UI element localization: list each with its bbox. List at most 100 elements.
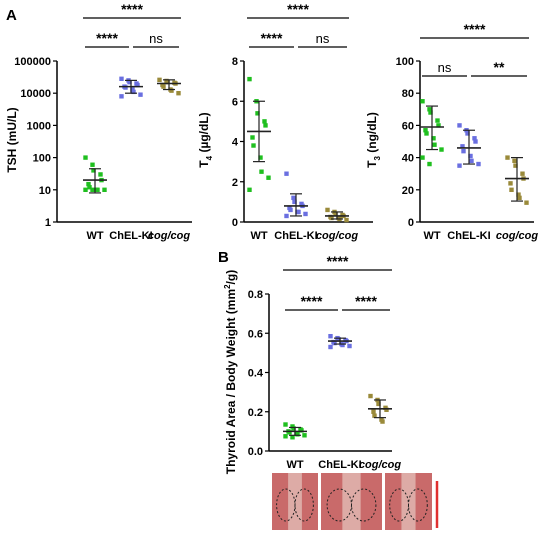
data-point — [303, 211, 308, 217]
data-point — [461, 148, 466, 154]
data-point — [332, 340, 337, 346]
y-tick-label: 40 — [402, 153, 414, 165]
data-point — [288, 207, 293, 213]
data-point — [302, 433, 307, 438]
data-point — [262, 119, 267, 124]
data-point — [476, 161, 481, 167]
data-point — [513, 163, 518, 168]
data-point — [472, 136, 477, 141]
data-point — [505, 155, 510, 160]
significance-label: **** — [355, 293, 377, 309]
data-point — [247, 76, 252, 82]
data-point — [176, 91, 181, 96]
data-point — [131, 89, 136, 95]
data-point — [90, 162, 95, 167]
data-point — [423, 128, 428, 133]
x-tick-label: WT — [423, 230, 440, 242]
data-point — [465, 131, 470, 136]
y-tick-label: 100 — [33, 153, 51, 165]
significance-label: ns — [149, 31, 163, 46]
y-tick-label: 1000 — [27, 120, 51, 132]
data-point — [325, 207, 330, 213]
thyroid-outline-right — [351, 488, 377, 522]
data-point — [157, 77, 162, 83]
data-point — [83, 155, 88, 160]
x-tick-label: WT — [250, 230, 267, 242]
x-tick-label: ChEL-KI — [109, 230, 152, 242]
data-point — [380, 419, 385, 424]
data-point — [91, 168, 96, 173]
y-tick-label: 10 — [39, 185, 51, 197]
data-point — [251, 143, 256, 148]
data-point — [263, 123, 268, 128]
data-point — [347, 343, 352, 349]
data-point — [247, 187, 252, 192]
y-axis-label: Thyroid Area / Body Weight (mm2/g) — [223, 270, 238, 474]
chart-t3: 0 20 40 60 80 100 WT ChEL-KI cog/cog T3 (ng/dL) **… — [365, 21, 538, 242]
significance-label: ns — [316, 31, 330, 46]
y-tick-label: 100 — [396, 56, 414, 68]
data-point — [340, 342, 345, 348]
data-point — [420, 99, 425, 104]
y-axis-label: T3 (ng/dL) — [365, 112, 382, 168]
x-tick-label: cog/cog — [148, 230, 190, 242]
data-point — [299, 428, 304, 433]
data-point — [468, 153, 473, 159]
significance-label: **** — [96, 30, 118, 46]
data-point — [284, 213, 289, 219]
y-tick-label: 0.6 — [248, 328, 263, 340]
data-point — [250, 135, 255, 140]
data-point — [439, 147, 444, 152]
data-point — [90, 187, 95, 192]
data-point — [135, 82, 140, 88]
x-tick-label: WT — [286, 459, 303, 471]
panel-b-label: B — [218, 249, 229, 266]
significance-label: ** — [494, 59, 505, 75]
data-point — [255, 111, 260, 116]
x-tick-label: cog/cog — [496, 230, 538, 242]
data-point — [384, 407, 389, 412]
thyroid-outline-right — [408, 488, 428, 522]
data-point — [473, 139, 478, 144]
data-point — [87, 185, 92, 190]
data-point — [292, 199, 297, 205]
data-point — [371, 409, 376, 414]
data-point — [83, 187, 88, 192]
x-tick-label: ChEL-KI — [318, 459, 361, 471]
y-axis-label: TSH (mU/L) — [5, 107, 19, 172]
data-point — [259, 169, 264, 174]
data-point — [469, 158, 474, 164]
y-tick-label: 0 — [408, 217, 414, 229]
data-point — [98, 172, 103, 177]
thyroid-outline-right — [294, 488, 314, 522]
data-point — [436, 123, 441, 128]
significance-label: **** — [261, 30, 283, 46]
y-axis-label: T4 (µg/dL) — [197, 112, 214, 167]
significance-label: ns — [438, 60, 452, 75]
data-point — [290, 435, 295, 440]
tissue-photo-chel-ki — [321, 473, 382, 530]
data-point — [86, 181, 91, 187]
data-point — [432, 142, 437, 147]
data-point — [376, 401, 381, 407]
y-tick-label: 100000 — [14, 56, 51, 68]
significance-label: **** — [287, 1, 309, 17]
tissue-photo-wt — [272, 473, 318, 530]
y-tick-label: 20 — [402, 185, 414, 197]
y-tick-label: 0.4 — [248, 368, 264, 380]
data-point — [368, 393, 373, 399]
x-tick-label: cog/cog — [316, 230, 358, 242]
y-tick-label: 0 — [232, 217, 238, 229]
data-point — [517, 195, 522, 201]
x-tick-label: ChEL-KI — [447, 230, 490, 242]
y-tick-label: 60 — [402, 120, 414, 132]
data-point — [283, 422, 288, 427]
data-point — [344, 217, 349, 223]
data-point — [291, 195, 296, 201]
data-point — [284, 171, 289, 176]
data-point — [296, 209, 301, 215]
